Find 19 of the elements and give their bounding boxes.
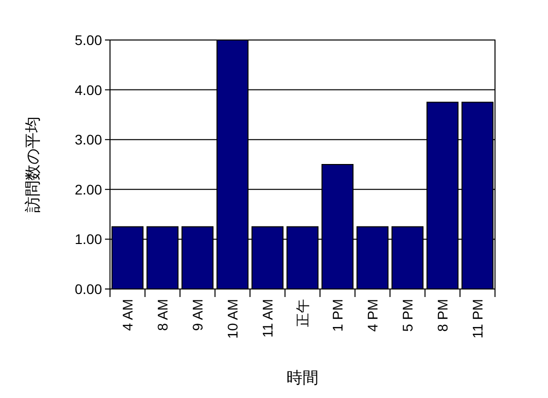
x-tick-label: 9 AM — [190, 299, 206, 331]
y-tick-label: 4.00 — [74, 82, 102, 98]
x-tick-label: 5 PM — [400, 299, 416, 332]
x-tick-label: 4 AM — [120, 299, 136, 331]
y-tick-label: 1.00 — [74, 231, 102, 248]
y-axis-title: 訪問数の平均 — [24, 116, 42, 212]
y-tick-label: 3.00 — [74, 132, 102, 148]
x-axis-title: 時間 — [286, 369, 318, 387]
y-tick-label: 5.00 — [74, 32, 102, 48]
x-tick-label: 4 PM — [364, 299, 380, 332]
x-tick-label: 11 AM — [260, 299, 276, 338]
y-tick-label: 0.00 — [74, 281, 102, 297]
x-tick-label: 10 AM — [224, 299, 240, 339]
y-tick-label: 2.00 — [74, 181, 102, 198]
x-tick-label: 1 PM — [330, 299, 346, 332]
x-tick-label: 正午 — [294, 299, 310, 327]
x-tick-label: 8 PM — [434, 299, 450, 332]
x-tick-label: 8 AM — [154, 299, 170, 331]
x-tick-label: 11 PM — [470, 299, 486, 338]
